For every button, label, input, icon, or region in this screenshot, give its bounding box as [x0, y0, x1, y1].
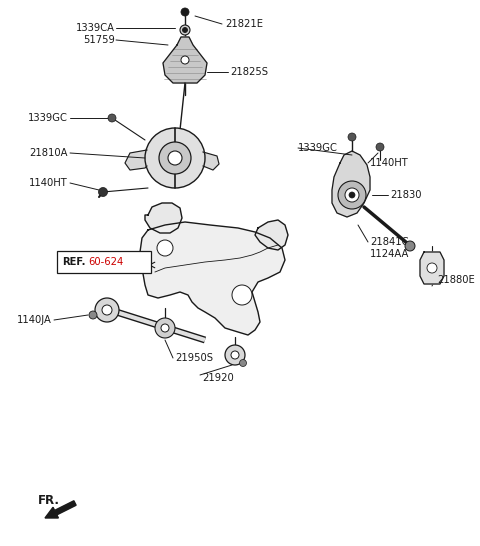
Text: 1124AA: 1124AA — [370, 249, 409, 259]
Circle shape — [95, 298, 119, 322]
Circle shape — [345, 188, 359, 202]
Text: 21825S: 21825S — [230, 67, 268, 77]
Text: 1140JA: 1140JA — [17, 315, 52, 325]
Text: 21810A: 21810A — [29, 148, 68, 158]
Text: 1339CA: 1339CA — [76, 23, 115, 33]
Text: 21880E: 21880E — [437, 275, 475, 285]
Polygon shape — [255, 220, 288, 250]
Text: 1140HT: 1140HT — [370, 158, 409, 168]
Circle shape — [159, 142, 191, 174]
Text: 21821E: 21821E — [225, 19, 263, 29]
Text: FR.: FR. — [38, 494, 60, 507]
Polygon shape — [145, 203, 182, 233]
Circle shape — [89, 311, 97, 319]
Circle shape — [348, 133, 356, 141]
FancyBboxPatch shape — [57, 251, 151, 273]
FancyArrow shape — [45, 501, 76, 518]
Polygon shape — [140, 222, 285, 335]
Circle shape — [168, 151, 182, 165]
Text: 21950S: 21950S — [175, 353, 213, 363]
Circle shape — [180, 25, 190, 35]
Circle shape — [240, 359, 247, 366]
Circle shape — [182, 27, 188, 33]
Polygon shape — [332, 151, 370, 217]
Circle shape — [349, 192, 355, 198]
Circle shape — [108, 114, 116, 122]
Text: 51759: 51759 — [83, 35, 115, 45]
Text: 21920: 21920 — [202, 373, 234, 383]
Circle shape — [405, 241, 415, 251]
Text: 21841C: 21841C — [370, 237, 408, 247]
Circle shape — [181, 56, 189, 64]
Text: 1140HT: 1140HT — [29, 178, 68, 188]
Circle shape — [232, 285, 252, 305]
Text: 21830: 21830 — [390, 190, 421, 200]
Circle shape — [155, 318, 175, 338]
Polygon shape — [125, 150, 147, 170]
Circle shape — [98, 187, 108, 197]
Text: REF.: REF. — [62, 257, 85, 267]
Polygon shape — [163, 37, 207, 83]
Circle shape — [225, 345, 245, 365]
Circle shape — [427, 263, 437, 273]
Circle shape — [145, 128, 205, 188]
Text: 1339GC: 1339GC — [28, 113, 68, 123]
Circle shape — [181, 8, 189, 16]
Circle shape — [161, 324, 169, 332]
Circle shape — [231, 351, 239, 359]
Text: 1339GC: 1339GC — [298, 143, 338, 153]
Circle shape — [157, 240, 173, 256]
Circle shape — [376, 143, 384, 151]
Circle shape — [102, 305, 112, 315]
Circle shape — [338, 181, 366, 209]
Polygon shape — [420, 252, 444, 284]
Polygon shape — [203, 152, 219, 170]
Text: 60-624: 60-624 — [88, 257, 123, 267]
